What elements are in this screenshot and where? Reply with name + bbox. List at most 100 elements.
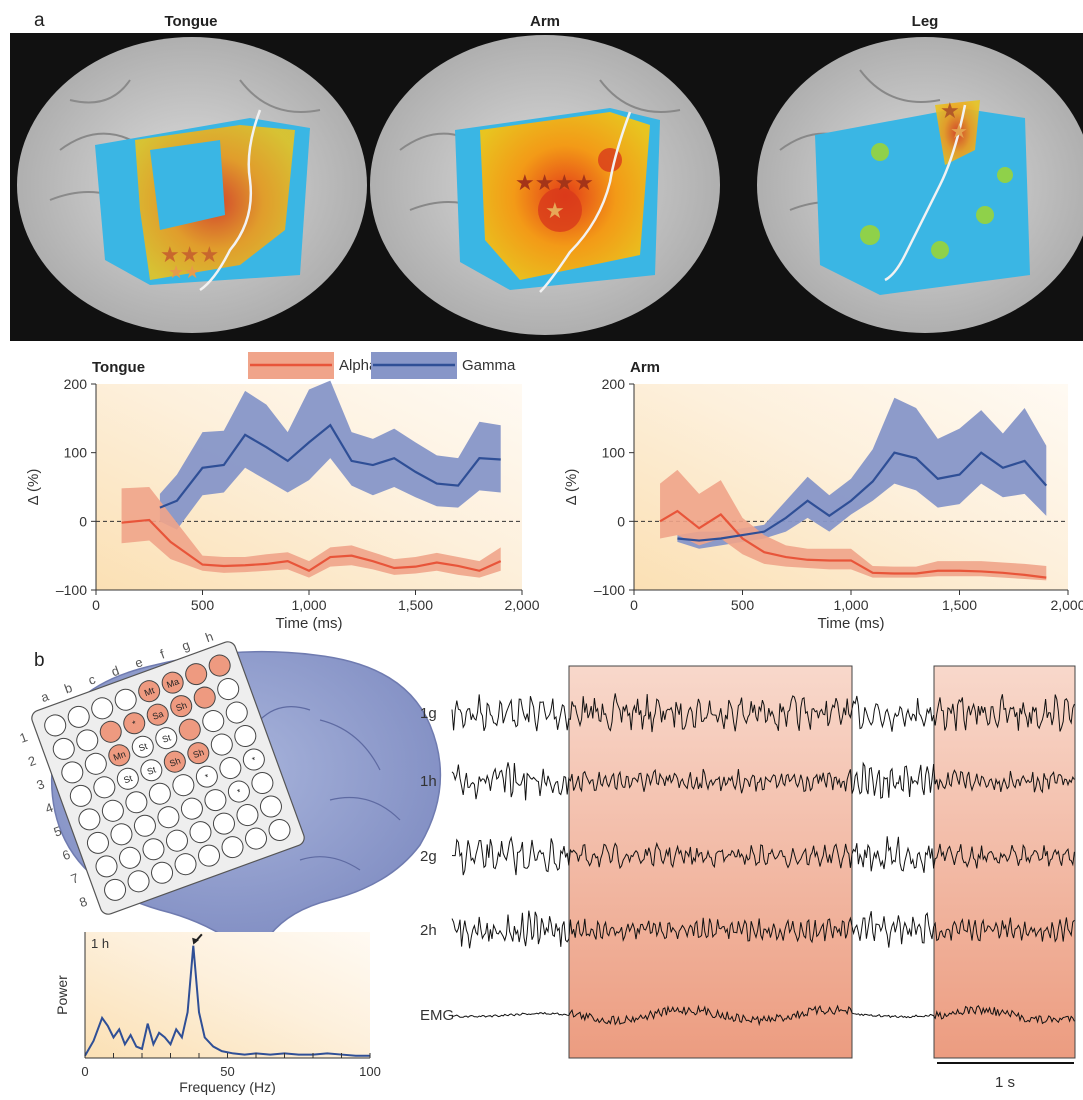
electrode xyxy=(208,654,231,677)
chart-title: Tongue xyxy=(92,359,145,376)
brain-title-tongue: Tongue xyxy=(164,13,217,30)
electrode xyxy=(86,831,109,854)
trace-1h xyxy=(451,761,1075,801)
electrode xyxy=(146,703,169,726)
gamma-line xyxy=(159,423,501,509)
svg-text:★: ★ xyxy=(950,121,968,143)
electrode xyxy=(195,765,218,788)
grid-row-label: 8 xyxy=(77,894,89,911)
tongue-chart: –100 0 100 200 0 500 1,000 1,500 2,000 Time (ms) Δ… xyxy=(25,359,540,632)
electrode-tag: St xyxy=(122,773,134,785)
grid-row-label: 7 xyxy=(69,870,81,887)
electrode xyxy=(234,725,257,748)
x-tick-label: 100 xyxy=(359,1064,381,1079)
electrode xyxy=(245,827,268,850)
electrode xyxy=(251,772,274,795)
trace-2g xyxy=(451,835,1075,876)
electrode xyxy=(204,789,227,812)
power-line xyxy=(84,945,370,1057)
panel-b-label: b xyxy=(34,650,45,671)
gamma-line xyxy=(677,451,1048,542)
x-tick-label: 1,500 xyxy=(398,597,433,613)
electrode xyxy=(193,686,216,709)
grid-column-label: c xyxy=(86,671,98,687)
trace-1g xyxy=(451,693,1075,733)
grid-row-label: 5 xyxy=(52,823,64,840)
electrode xyxy=(108,744,131,767)
trace-2h xyxy=(451,910,1075,949)
electrode xyxy=(99,720,122,743)
electrode-tag: Sh xyxy=(192,747,206,760)
y-tick-label: –100 xyxy=(594,582,625,598)
electrode xyxy=(127,870,150,893)
legend-gamma-label: Gamma xyxy=(462,357,516,374)
electrode xyxy=(104,878,127,901)
electrode xyxy=(116,767,139,790)
electrode xyxy=(236,804,259,827)
gamma-band xyxy=(159,380,501,530)
chart-title: Arm xyxy=(630,359,660,376)
electrode xyxy=(157,806,180,829)
electrode xyxy=(165,829,188,852)
trace-label: 1h xyxy=(420,773,437,790)
x-tick-label: 50 xyxy=(220,1064,234,1079)
electrode xyxy=(140,759,163,782)
x-tick-label: 1,500 xyxy=(942,597,977,613)
legend-alpha-label: Alpha xyxy=(339,357,378,374)
electrode-brain-diagram: MtMa*SaShMnStStStStShSh***abcdefgh123456… xyxy=(17,629,442,948)
electrode xyxy=(242,748,265,771)
electrode xyxy=(93,776,116,799)
electrode xyxy=(131,735,154,758)
electrode xyxy=(69,784,92,807)
electrode xyxy=(161,671,184,694)
electrode xyxy=(210,733,233,756)
trace-emg xyxy=(451,1004,1075,1027)
brain-title-leg: Leg xyxy=(912,13,939,30)
x-tick-label: 0 xyxy=(81,1064,88,1079)
electrode-tag: Sa xyxy=(151,709,165,722)
electrode xyxy=(142,838,165,861)
alpha-band xyxy=(660,469,1047,581)
electrode xyxy=(52,737,75,760)
x-axis-title: Time (ms) xyxy=(276,615,343,632)
electrode xyxy=(44,714,67,737)
x-tick-label: 1,000 xyxy=(833,597,868,613)
grid-column-label: d xyxy=(109,663,121,680)
grid-column-label: e xyxy=(133,654,145,671)
electrode xyxy=(189,821,212,844)
svg-text:★: ★ xyxy=(545,198,565,223)
y-axis-title: Δ (%) xyxy=(563,469,580,506)
electrode xyxy=(212,812,235,835)
electrode-grid: MtMa*SaShMnStStStStShSh***abcdefgh123456… xyxy=(17,629,305,915)
electrode xyxy=(225,701,248,724)
electrode xyxy=(174,853,197,876)
electrode xyxy=(133,814,156,837)
electrode-tag: St xyxy=(146,764,158,776)
electrode xyxy=(119,846,142,869)
trace-label: 2h xyxy=(420,922,437,939)
electrode xyxy=(268,818,291,841)
electrode xyxy=(202,710,225,733)
electrode-tag: Ma xyxy=(165,676,180,690)
grid-row-label: 2 xyxy=(26,753,38,770)
y-tick-label: –100 xyxy=(56,582,87,598)
y-tick-label: 0 xyxy=(617,513,625,529)
electrode xyxy=(101,799,124,822)
grid-row-label: 6 xyxy=(60,847,72,864)
movement-highlight-2 xyxy=(933,665,1076,1059)
alpha-line xyxy=(121,518,502,573)
electrode xyxy=(95,855,118,878)
electrode-tag: Sh xyxy=(175,700,189,713)
electrode xyxy=(123,712,146,735)
movement-highlight-1 xyxy=(568,665,853,1059)
brain-arm-image: ★★★★ ★ xyxy=(370,35,720,335)
grid-column-label: b xyxy=(62,680,74,697)
scale-bar-label: 1 s xyxy=(995,1074,1015,1091)
svg-text:★★: ★★ xyxy=(168,262,200,282)
electrode xyxy=(198,844,221,867)
y-axis-title: Power xyxy=(54,975,70,1015)
y-axis-title: Δ (%) xyxy=(25,469,42,506)
x-tick-label: 1,000 xyxy=(291,597,326,613)
brain-leg-image: ★ ★ xyxy=(757,37,1083,333)
